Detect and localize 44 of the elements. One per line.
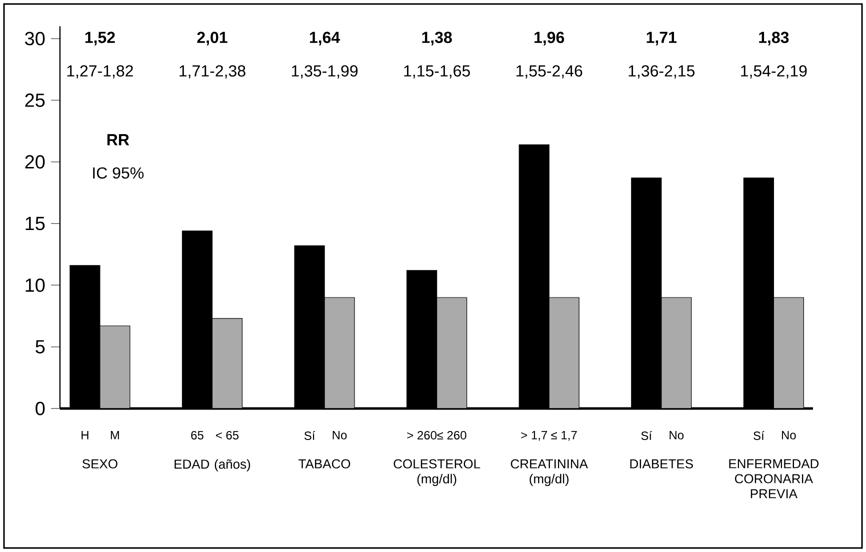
x-tick-label: Sí: [304, 431, 316, 440]
annotation: 1,35-1,99: [292, 65, 358, 78]
text: DIABETES: [630, 459, 693, 468]
x-tick-label: < 65: [216, 431, 239, 440]
y-tick-label: 10: [26, 278, 45, 292]
x-tick-label: H: [82, 431, 88, 440]
text: EDAD (años): [174, 459, 250, 472]
annotation: RR: [107, 134, 130, 146]
y-tick-label: 15: [26, 216, 45, 230]
annotation: 1,96: [534, 32, 564, 46]
x-tick-label: No: [332, 431, 347, 440]
annotation: 1,55-2,46: [516, 65, 582, 78]
text: COLESTEROL (mg/dl): [394, 459, 480, 486]
y-tick-label: 5: [36, 340, 45, 354]
text: CREATININA (mg/dl): [510, 459, 588, 486]
annotation: 1,52: [85, 32, 115, 46]
annotation: 1,64: [310, 32, 340, 46]
x-tick-label: M: [110, 431, 119, 440]
annotation: 1,71: [646, 32, 677, 46]
annotation: 1,27-1,82: [67, 65, 133, 78]
annotation: 1,54-2,19: [741, 65, 807, 78]
y-tick-label: 25: [25, 94, 45, 107]
annotation: 1,71-2,38: [180, 65, 246, 78]
y-tick-label: 30: [25, 32, 45, 46]
annotation: 1,36-2,15: [628, 65, 694, 78]
annotation: 2,01: [197, 32, 228, 46]
x-tick-label: ≤ 260: [437, 431, 466, 440]
x-tick-label: 65: [191, 431, 204, 440]
x-tick-label: No: [782, 431, 796, 440]
annotation: 1,38: [422, 32, 452, 46]
x-tick-label: Sí: [754, 431, 764, 440]
y-tick-label: 0: [36, 402, 45, 416]
annotation: IC 95%: [93, 167, 144, 179]
annotation: 1,15-1,65: [404, 65, 470, 78]
annotation: 1,83: [759, 32, 789, 46]
x-tick-label: > 260: [407, 431, 437, 440]
y-tick-label: 20: [25, 155, 45, 169]
x-tick-label: Sí: [641, 431, 652, 440]
text: TABACO: [298, 459, 350, 468]
text: ENFERMEDAD CORONARIA PREVIA: [729, 459, 819, 498]
x-tick-label: ≤ 1,7: [551, 431, 577, 441]
text: SEXO: [82, 459, 118, 468]
x-tick-label: > 1,7: [521, 431, 548, 441]
x-tick-label: No: [670, 431, 684, 440]
